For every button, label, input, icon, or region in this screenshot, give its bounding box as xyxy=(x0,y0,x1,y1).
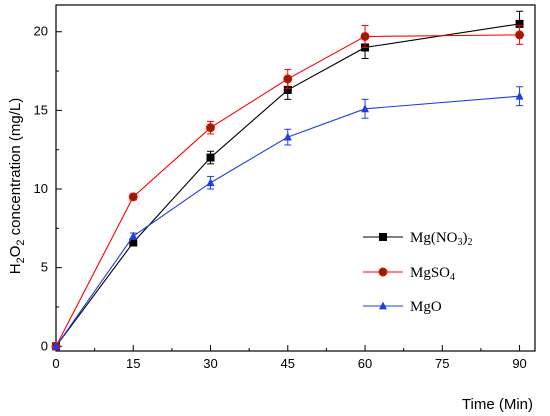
data-point xyxy=(515,30,525,40)
y-title-sub1: 2 xyxy=(15,257,27,263)
series-circle xyxy=(51,24,525,351)
y-tick-label: 10 xyxy=(34,181,48,196)
data-point xyxy=(206,178,215,187)
y-title-prefix: H xyxy=(7,263,24,274)
x-tick-label: 75 xyxy=(435,356,449,371)
legend-label: MgSO4 xyxy=(410,265,455,283)
data-point xyxy=(283,85,292,94)
series-line xyxy=(55,95,520,347)
y-tick-label: 20 xyxy=(34,24,48,39)
y-tick-label: 5 xyxy=(41,260,48,275)
legend-label: Mg(NO3)2 xyxy=(410,230,473,248)
legend-marker xyxy=(379,233,387,241)
y-tick-label: 0 xyxy=(41,338,48,353)
legend-label-mid: ) xyxy=(463,230,468,246)
data-point xyxy=(128,192,138,202)
legend-label-sub1: 4 xyxy=(450,272,455,283)
y-title-mid: O xyxy=(7,246,24,258)
data-point xyxy=(206,153,215,162)
legend-label-sub1: 3 xyxy=(458,237,463,248)
x-tick-label: 60 xyxy=(358,356,372,371)
series-square xyxy=(52,10,524,351)
axes: 0 15 30 45 60 75 90 0 5 10 15 20 xyxy=(34,4,536,371)
x-axis-title: Time (Min) xyxy=(462,396,533,413)
data-point xyxy=(361,104,370,113)
x-tick-label: 90 xyxy=(512,356,526,371)
data-point xyxy=(129,231,138,240)
legend-label-sub2: 2 xyxy=(468,237,473,248)
legend: Mg(NO3)2 MgSO4 MgO xyxy=(363,230,473,315)
y-title-sub2: 2 xyxy=(15,239,27,245)
data-point xyxy=(206,123,216,133)
series-line xyxy=(55,34,520,347)
x-tick-label: 30 xyxy=(203,356,217,371)
series-layer xyxy=(51,10,525,351)
y-title-suffix: concentration (mg/L) xyxy=(7,98,24,240)
legend-label-main: MgSO xyxy=(410,265,450,281)
legend-label: MgO xyxy=(410,299,442,315)
data-point xyxy=(283,74,293,84)
data-point xyxy=(52,341,60,350)
y-axis-title: H2O2 concentration (mg/L) xyxy=(7,98,27,275)
legend-label-main: MgO xyxy=(410,299,442,315)
data-point xyxy=(283,132,292,141)
legend-label-main: Mg(NO xyxy=(410,230,458,246)
data-point xyxy=(360,31,370,41)
data-point xyxy=(515,91,524,100)
legend-marker xyxy=(378,267,388,277)
series-triangle xyxy=(52,86,524,350)
series-line xyxy=(55,23,520,347)
x-tick-label: 0 xyxy=(52,356,59,371)
x-tick-label: 45 xyxy=(281,356,295,371)
data-point xyxy=(129,238,138,247)
data-point xyxy=(515,19,524,28)
x-tick-label: 15 xyxy=(126,356,140,371)
plot-frame xyxy=(55,4,536,352)
legend-marker xyxy=(379,301,387,310)
y-tick-label: 15 xyxy=(34,102,48,117)
